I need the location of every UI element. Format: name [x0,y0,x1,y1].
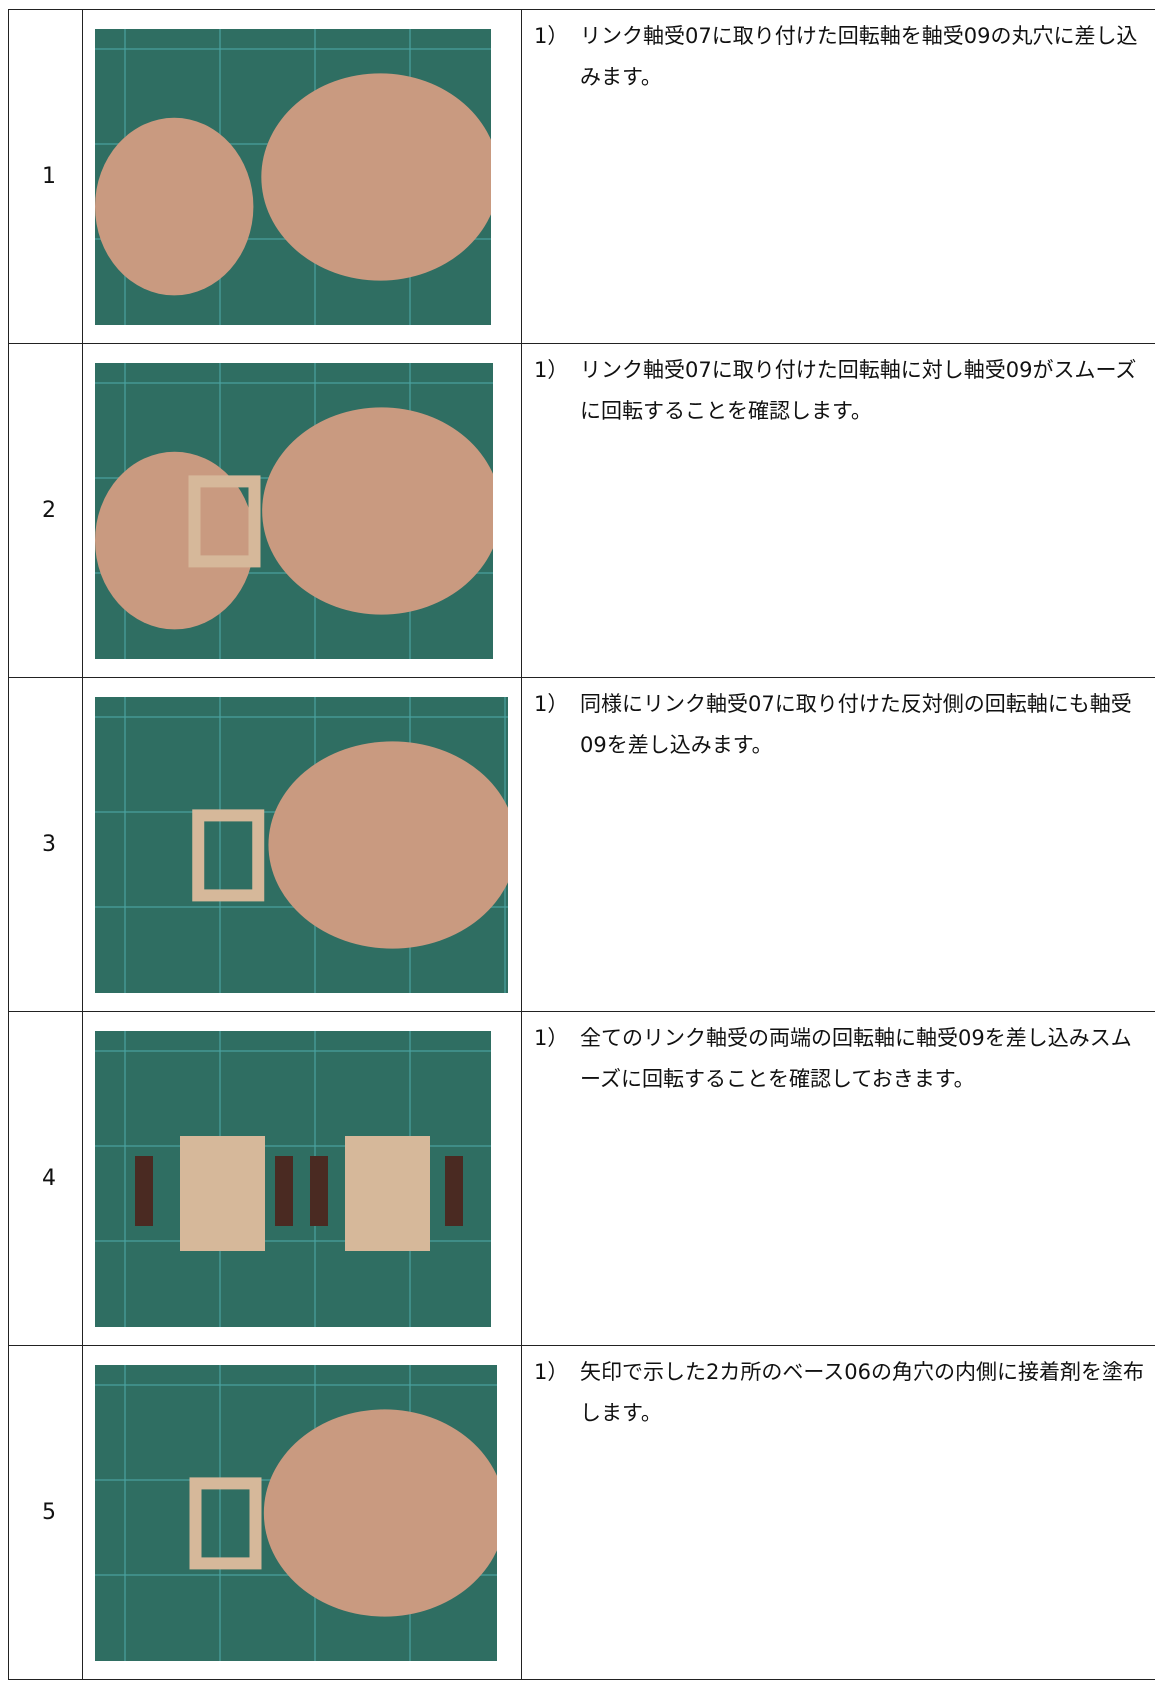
step-number: 1 [9,10,83,343]
instruction-text: 矢印で示した2カ所のベース06の角穴の内側に接着剤を塗布します。 [580,1360,1145,1425]
step-row: 2 1） リンク軸受07に取り付けた回転軸に対し軸受09がスムーズに回転することを確… [9,344,1155,678]
photo-cell [83,678,522,1011]
step-row: 5 1） 矢印で示した2カ所のベース06の角穴の内側に接着剤を塗布します。 [9,1346,1155,1680]
photo-cell [83,1346,522,1679]
photo [95,697,508,993]
instruction-text: リンク軸受07に取り付けた回転軸に対し軸受09がスムーズに回転することを確認しま… [580,358,1137,423]
list-marker: 1） [534,1360,569,1384]
list-marker: 1） [534,692,569,716]
instruction-text: 同様にリンク軸受07に取り付けた反対側の回転軸にも軸受09を差し込みます。 [580,692,1132,757]
photo [95,1365,497,1661]
steps-table: 1 1） リンク軸受07に取り付けた回転軸を軸受09の丸穴に差し込みます。 2 1） リン… [8,9,1155,1680]
photo [95,363,493,659]
list-marker: 1） [534,1026,569,1050]
instruction-text: 全てのリンク軸受の両端の回転軸に軸受09を差し込みスムーズに回転することを確認し… [580,1026,1132,1091]
photo-cell [83,1012,522,1345]
step-number: 3 [9,678,83,1011]
step-row: 3 1） 同様にリンク軸受07に取り付けた反対側の回転軸にも軸受09を差し込みます。 [9,678,1155,1012]
photo [95,29,491,325]
instruction: 1） 矢印で示した2カ所のベース06の角穴の内側に接着剤を塗布します。 [522,1346,1155,1679]
instruction-text: リンク軸受07に取り付けた回転軸を軸受09の丸穴に差し込みます。 [580,24,1138,89]
photo-cell [83,10,522,343]
instruction: 1） 同様にリンク軸受07に取り付けた反対側の回転軸にも軸受09を差し込みます。 [522,678,1155,1011]
photo [95,1031,491,1327]
instruction: 1） リンク軸受07に取り付けた回転軸を軸受09の丸穴に差し込みます。 [522,10,1155,343]
instruction: 1） 全てのリンク軸受の両端の回転軸に軸受09を差し込みスムーズに回転することを確… [522,1012,1155,1345]
photo-cell [83,344,522,677]
step-number: 2 [9,344,83,677]
instruction: 1） リンク軸受07に取り付けた回転軸に対し軸受09がスムーズに回転することを確認… [522,344,1155,677]
step-row: 1 1） リンク軸受07に取り付けた回転軸を軸受09の丸穴に差し込みます。 [9,10,1155,344]
step-row: 4 1） 全てのリンク軸受の両端の回転軸に軸受09を差し込みスムーズに回転することを… [9,1012,1155,1346]
list-marker: 1） [534,358,569,382]
step-number: 4 [9,1012,83,1345]
list-marker: 1） [534,24,569,48]
step-number: 5 [9,1346,83,1679]
